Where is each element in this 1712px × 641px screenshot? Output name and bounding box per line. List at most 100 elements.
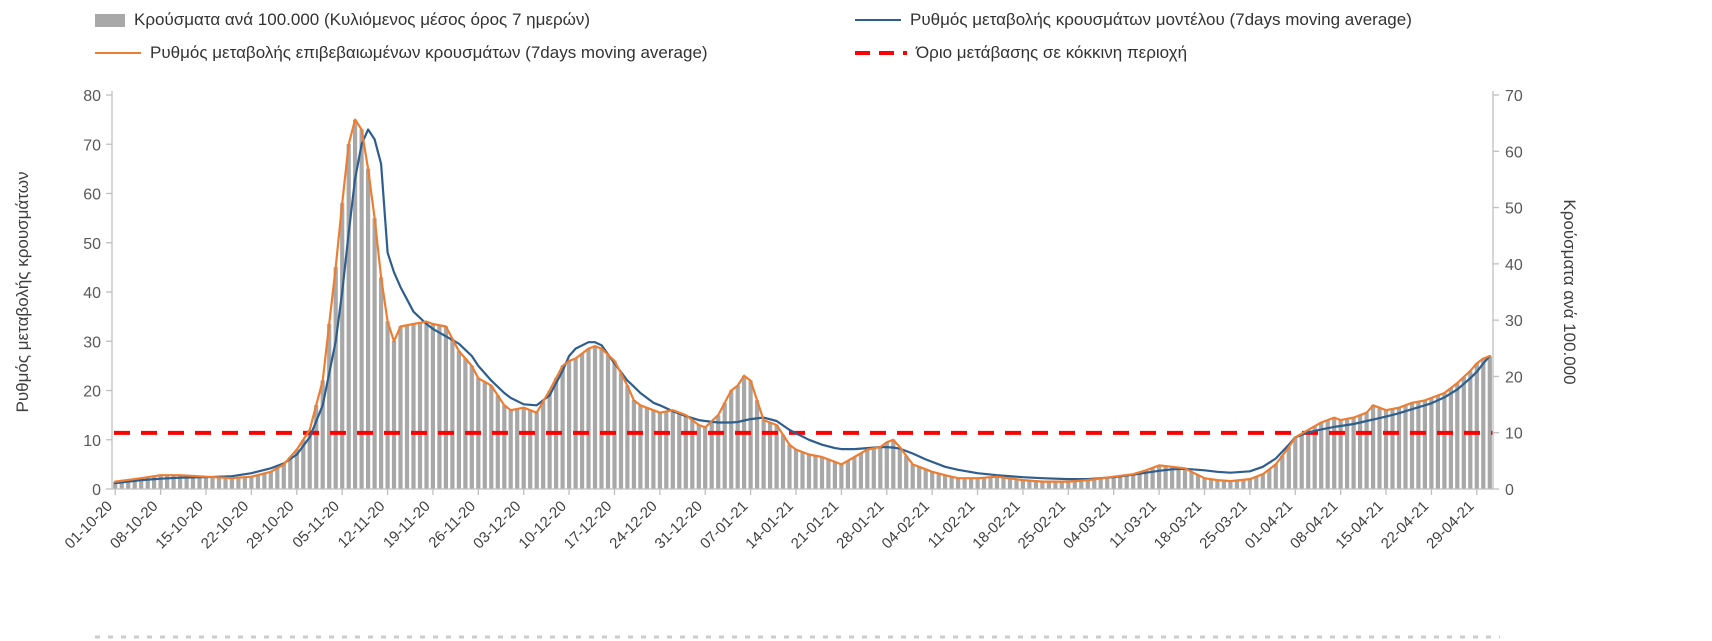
bar [301, 439, 306, 490]
x-axis-date-label: 01-10-20 [62, 498, 116, 552]
bar [1241, 479, 1246, 489]
bar [826, 459, 831, 489]
bar [1247, 478, 1252, 489]
bar [294, 449, 299, 489]
x-axis-date-label: 08-10-20 [107, 498, 161, 552]
bar [178, 474, 183, 489]
legend-item: Κρούσματα ανά 100.000 (Κυλιόμενος μέσος … [95, 10, 855, 30]
bar [145, 477, 150, 489]
bar [657, 412, 662, 489]
bar [962, 478, 967, 489]
bar [1208, 479, 1214, 489]
bar [1079, 480, 1084, 489]
bar [683, 415, 688, 489]
bar [210, 477, 215, 489]
bar [1396, 407, 1402, 489]
bar [1228, 481, 1233, 489]
bar [366, 168, 371, 489]
x-axis-date-label: 12-11-20 [335, 498, 389, 552]
bar [495, 395, 500, 489]
bar [839, 464, 844, 489]
bar [969, 478, 974, 489]
bar [1487, 356, 1492, 489]
bar [1085, 480, 1090, 489]
bar [528, 410, 533, 489]
bar [502, 405, 507, 489]
bar [340, 203, 345, 489]
bar [515, 409, 520, 489]
bar [956, 478, 961, 489]
right-axis-tick-label: 60 [1505, 144, 1523, 161]
bar [327, 323, 332, 489]
bar [1059, 481, 1064, 489]
bar [923, 469, 928, 489]
bar [1260, 474, 1265, 489]
bar [184, 475, 189, 489]
bar [1403, 405, 1408, 489]
bar [1293, 437, 1298, 489]
left-axis-tick-label: 0 [92, 482, 101, 499]
bar [1020, 480, 1025, 489]
bar [618, 373, 624, 489]
bar [190, 475, 196, 489]
legend-line-swatch-icon [95, 52, 141, 54]
bar [904, 455, 909, 489]
bar [223, 477, 228, 489]
bar [573, 358, 578, 489]
generated-chart-content: 0 10 20 30 40 50 60 70 80 0 10 20 30 40 50 60 70 01-10-20… [62, 88, 1523, 639]
bar [1345, 418, 1350, 489]
legend-item: Ρυθμός μεταβολής επιβεβαιωμένων κρουσμάτ… [95, 43, 855, 63]
bar [443, 326, 448, 489]
bar [735, 385, 740, 489]
bar [891, 439, 896, 489]
bar [1280, 455, 1285, 489]
bar [599, 348, 604, 489]
bar [541, 401, 546, 489]
bar [975, 478, 980, 489]
bar [262, 473, 267, 489]
bar [1435, 395, 1440, 489]
bar [832, 462, 837, 489]
bar [1131, 474, 1136, 489]
bar [858, 453, 863, 489]
bar [703, 427, 708, 489]
x-axis-date-label: 22-04-21 [1378, 498, 1432, 552]
bar [1267, 469, 1272, 489]
bar [236, 477, 241, 489]
bar [1338, 419, 1343, 489]
x-axis-date-label: 25-02-21 [1015, 498, 1069, 552]
left-axis-tick-label: 30 [83, 334, 101, 351]
bar [1332, 417, 1337, 489]
bar [1221, 480, 1226, 489]
bar [1144, 470, 1149, 489]
bar [1319, 422, 1324, 489]
bar [1124, 475, 1129, 489]
legend-label: Όριο μετάβασης σε κόκκινη περιοχή [916, 43, 1188, 62]
bar [592, 346, 598, 489]
bar [1098, 478, 1103, 489]
bar [1481, 358, 1486, 489]
bar [268, 471, 273, 489]
bar [1468, 370, 1473, 489]
bar [1189, 471, 1194, 489]
bar [1137, 472, 1142, 489]
bar [651, 410, 656, 489]
bar [359, 129, 364, 490]
bar [1118, 475, 1123, 489]
bar [1306, 429, 1311, 489]
bar [1286, 447, 1291, 489]
bar [547, 390, 552, 489]
bar [943, 474, 948, 489]
bar [424, 321, 429, 489]
x-axis-date-label: 18-02-21 [969, 498, 1023, 552]
bar [372, 218, 377, 490]
bar [1007, 478, 1013, 489]
legend-label: Ρυθμός μεταβολής κρουσμάτων μοντέλου (7d… [910, 10, 1412, 29]
bar [949, 476, 954, 489]
bar [1455, 383, 1460, 489]
bar [1416, 401, 1421, 489]
legend-label: Κρούσματα ανά 100.000 (Κυλιόμενος μέσος … [134, 10, 591, 29]
legend-bar-swatch-icon [95, 13, 125, 27]
bar [1325, 420, 1330, 489]
